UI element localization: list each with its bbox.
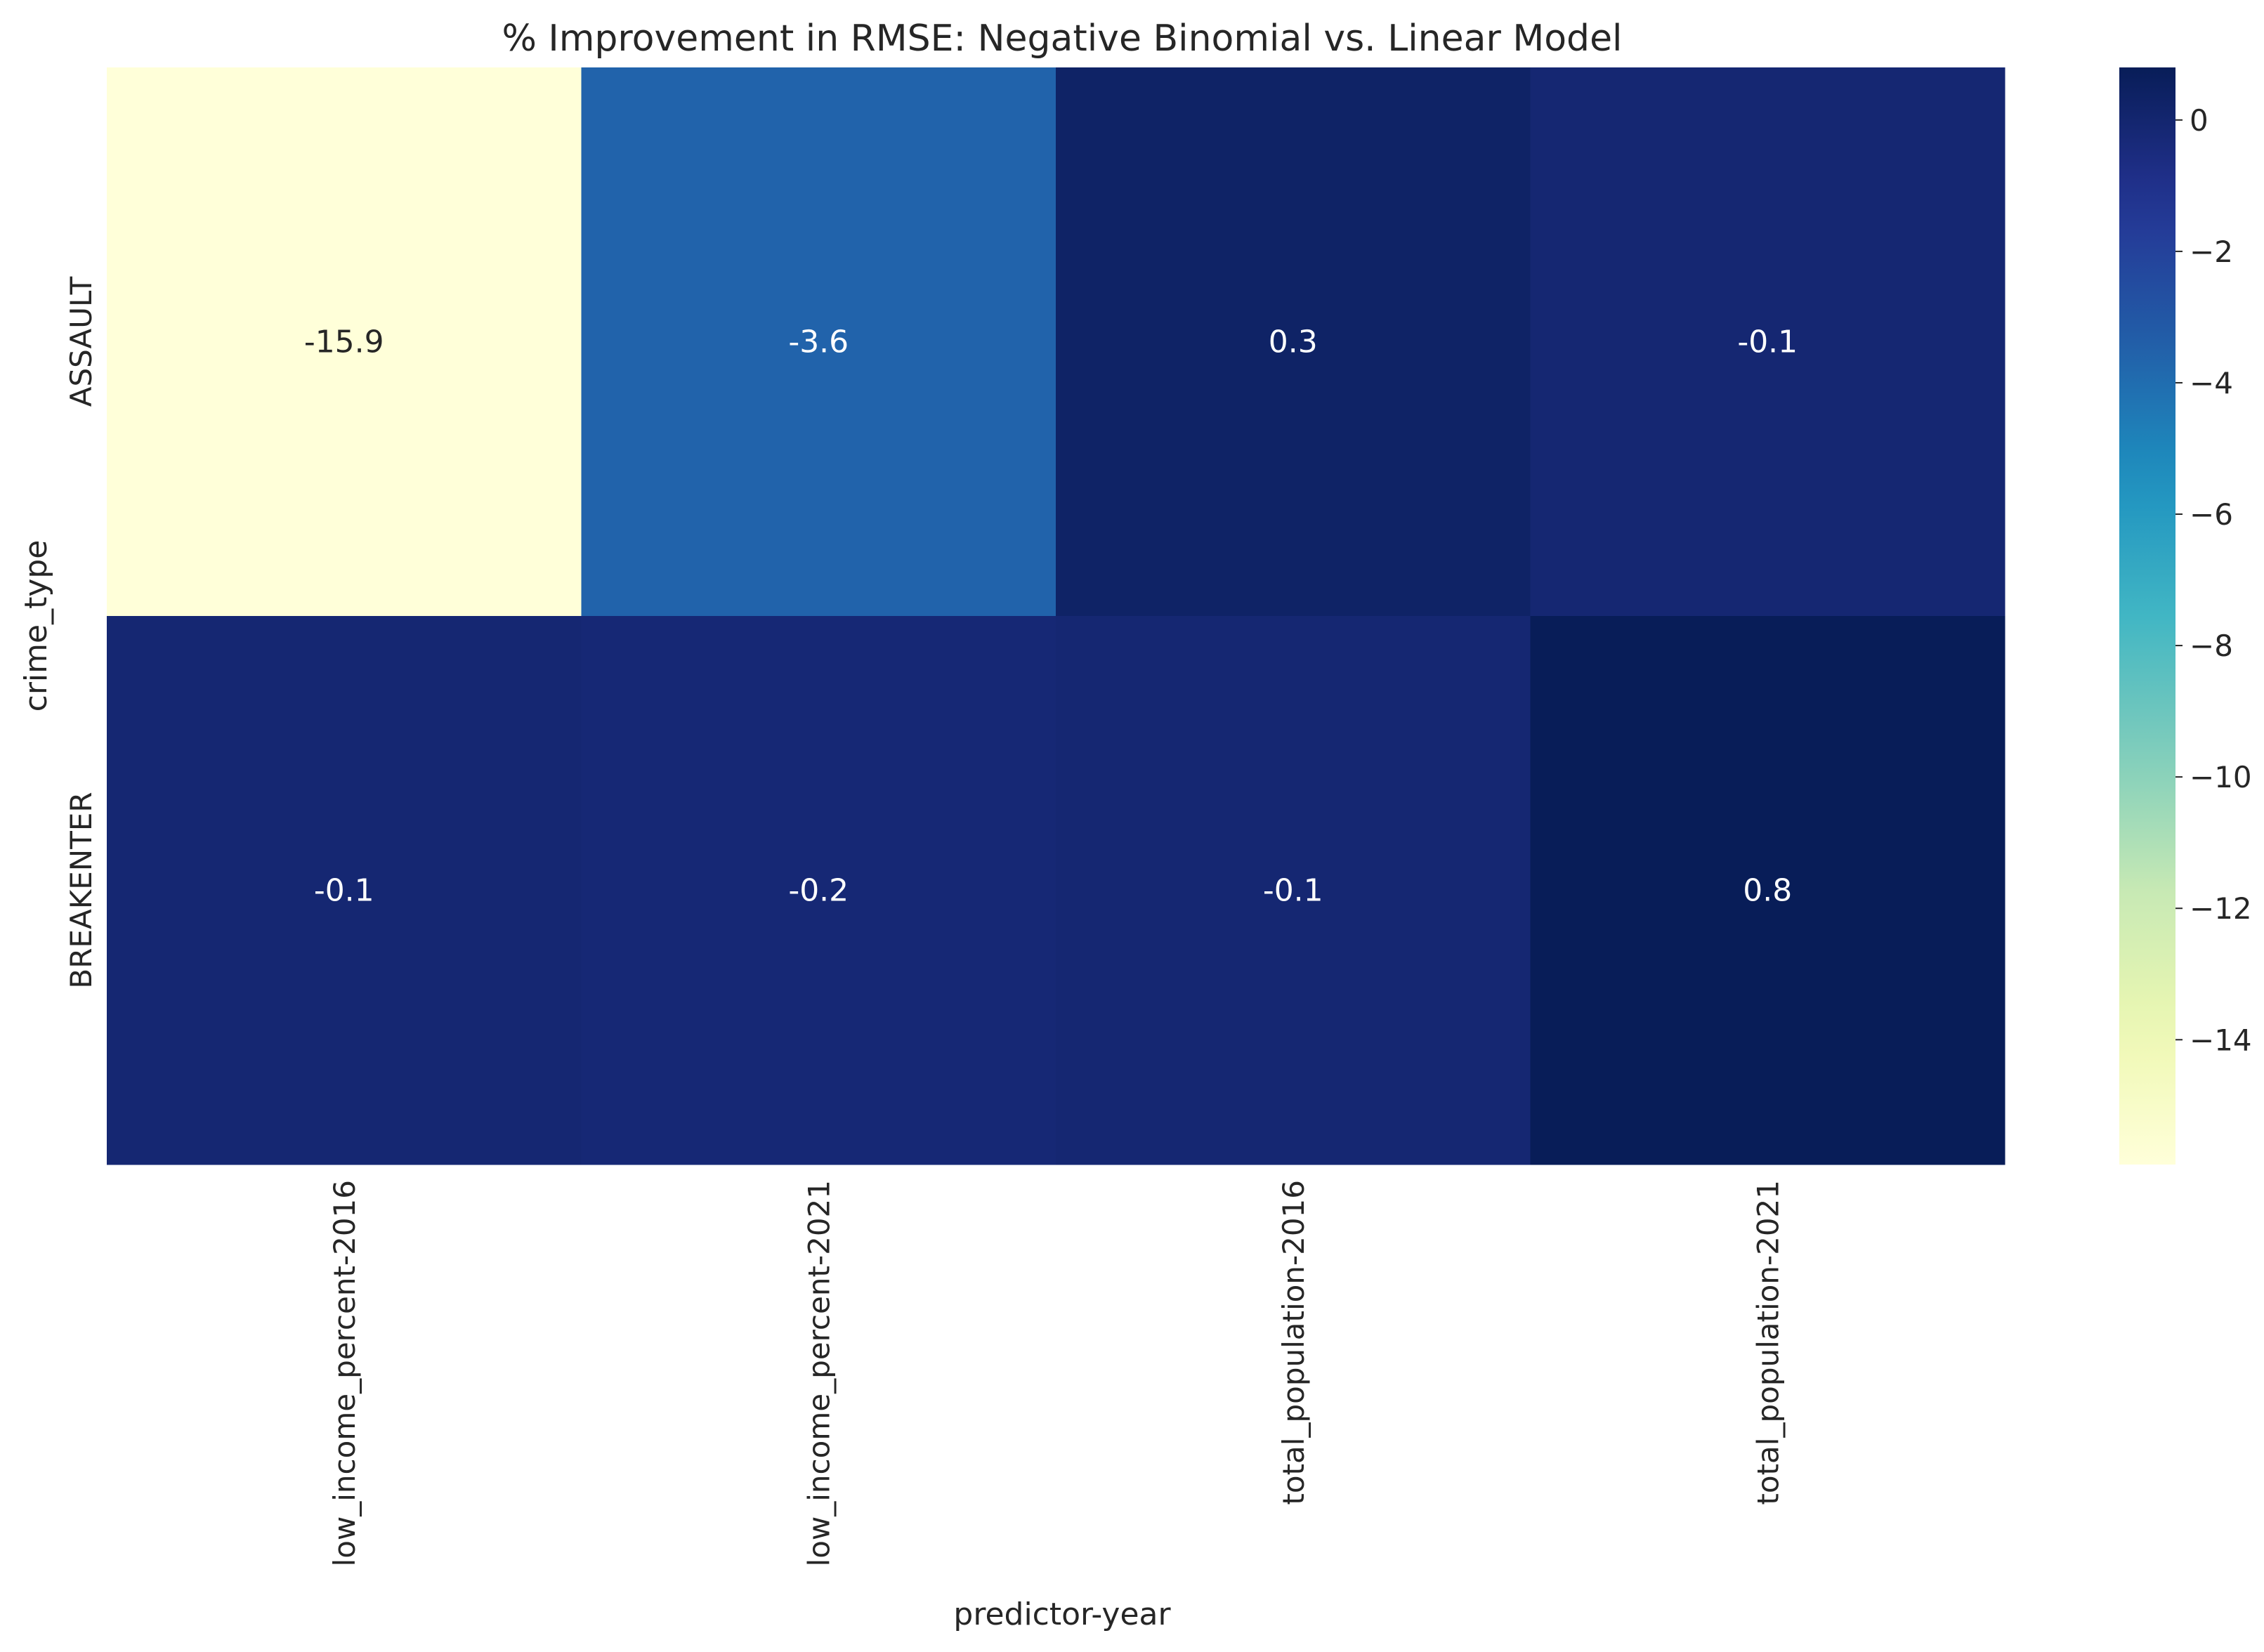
x-tick-label: low_income_percent-2021 xyxy=(801,1180,836,1566)
colorbar-tick-label: −6 xyxy=(2190,497,2233,532)
cell-value-label: -0.2 xyxy=(788,873,849,909)
heatmap-cell-breakenter-0 xyxy=(107,616,582,1165)
heatmap-cell-breakenter-2 xyxy=(1056,616,1531,1165)
colorbar-tick-label: −10 xyxy=(2190,760,2252,794)
heatmap-cells xyxy=(107,67,2005,1165)
cell-value-label: -15.9 xyxy=(304,324,384,360)
colorbar-tick-label: −14 xyxy=(2190,1023,2252,1057)
x-tick-label: low_income_percent-2016 xyxy=(327,1180,362,1566)
heatmap-cell-assault-3 xyxy=(1530,67,2005,617)
cell-value-label: -0.1 xyxy=(1737,324,1798,360)
cell-value-label: -0.1 xyxy=(314,873,374,909)
heatmap-cell-assault-2 xyxy=(1056,67,1531,617)
heatmap-cell-labels: -15.9 -3.6 0.3 -0.1 -0.1 -0.2 -0.1 0.8 xyxy=(304,324,1798,909)
x-axis-label: predictor-year xyxy=(953,1597,1171,1632)
cell-value-label: -0.1 xyxy=(1263,873,1323,909)
colorbar-tick-label: −2 xyxy=(2190,235,2233,269)
y-tick-label: BREAKENTER xyxy=(64,792,98,988)
colorbar-tick-label: −4 xyxy=(2190,366,2233,400)
colorbar-ticks: 0 −2 −4 −6 −8 −10 −12 −14 xyxy=(2175,103,2252,1057)
heatmap-cell-assault-1 xyxy=(581,67,1056,617)
colorbar-tick-label: −12 xyxy=(2190,891,2252,926)
cell-value-label: 0.8 xyxy=(1743,873,1792,909)
x-tick-label: total_population-2016 xyxy=(1276,1180,1311,1505)
x-tick-label: total_population-2021 xyxy=(1751,1180,1785,1505)
colorbar-tick-label: 0 xyxy=(2190,103,2209,138)
heatmap-cell-breakenter-1 xyxy=(581,616,1056,1165)
y-axis-ticks: ASSAULT BREAKENTER xyxy=(64,276,98,988)
y-axis-label: crime_type xyxy=(18,540,54,712)
colorbar xyxy=(2119,67,2175,1165)
cell-value-label: -3.6 xyxy=(788,324,849,360)
heatmap-cell-breakenter-3 xyxy=(1530,616,2005,1165)
cell-value-label: 0.3 xyxy=(1269,324,1318,360)
chart-title: % Improvement in RMSE: Negative Binomial… xyxy=(502,18,1622,60)
y-tick-label: ASSAULT xyxy=(64,276,98,407)
x-axis-ticks: low_income_percent-2016 low_income_percen… xyxy=(327,1180,1786,1566)
heatmap-cell-assault-0 xyxy=(107,67,582,617)
colorbar-tick-label: −8 xyxy=(2190,629,2233,663)
